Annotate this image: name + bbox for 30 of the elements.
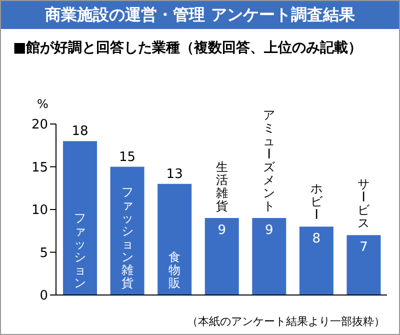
bar bbox=[204, 218, 239, 295]
y-tick-label: 10 bbox=[31, 203, 48, 218]
bar bbox=[252, 218, 286, 295]
data-label: 15 bbox=[119, 150, 136, 165]
data-label: 9 bbox=[218, 223, 226, 238]
y-tick-label: 0 bbox=[40, 288, 48, 304]
x-tick-label: アミューズメント bbox=[262, 108, 276, 213]
y-axis-title: % bbox=[37, 97, 48, 111]
y-tick-label: 5 bbox=[40, 246, 48, 261]
bar bbox=[346, 235, 381, 295]
data-label: 9 bbox=[265, 223, 274, 238]
x-tick-label: 生活雑貨 bbox=[216, 160, 228, 213]
bar bbox=[158, 184, 192, 295]
bar bbox=[299, 226, 334, 295]
chart-title: 商業施設の運営・管理 アンケート調査結果 bbox=[1, 1, 399, 29]
data-label: 8 bbox=[312, 232, 321, 247]
x-tick-label: ファッション雑貨 bbox=[121, 184, 134, 290]
x-tick-label: ファッション bbox=[74, 210, 86, 290]
data-label: 18 bbox=[72, 124, 88, 140]
y-tick-label: 15 bbox=[31, 160, 48, 176]
chart-subtitle: ■館が好調と回答した業種（複数回答、上位のみ記載） bbox=[13, 39, 362, 57]
x-tick-label: サービス bbox=[356, 176, 371, 230]
data-label: 7 bbox=[360, 240, 368, 256]
data-label: 13 bbox=[166, 166, 183, 182]
text: （本紙のアンケート結果より一部抜粋） bbox=[187, 314, 385, 329]
bar bbox=[63, 141, 97, 295]
x-tick-label: 食物販 bbox=[168, 250, 181, 290]
bar bbox=[110, 166, 144, 295]
x-tick-label: ホビー bbox=[308, 181, 324, 220]
y-tick-label: 20 bbox=[31, 118, 48, 133]
